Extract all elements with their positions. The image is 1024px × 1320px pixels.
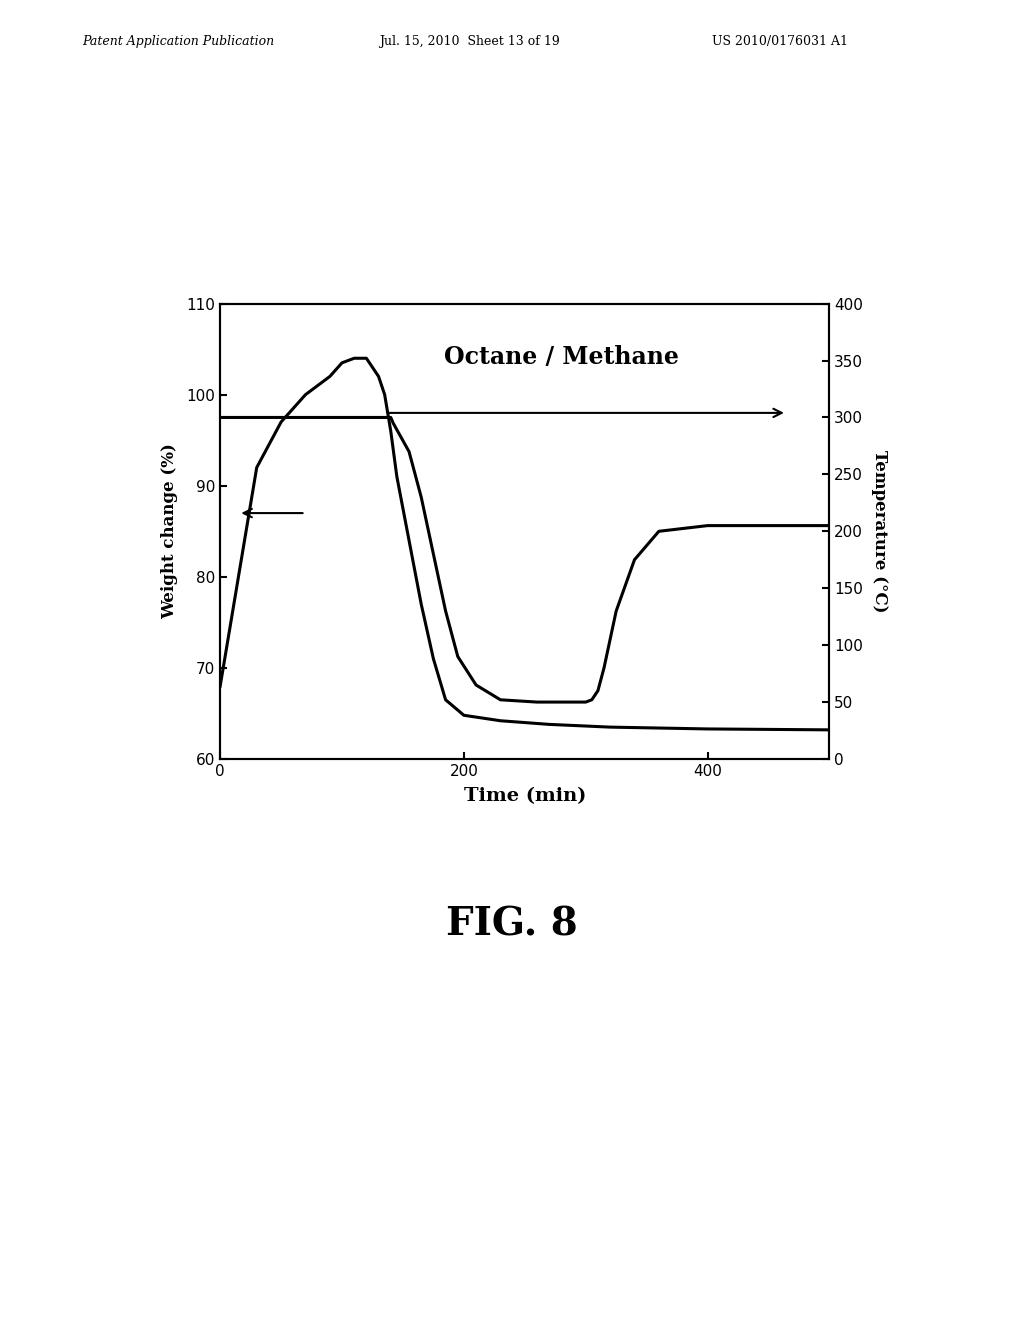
Text: FIG. 8: FIG. 8: [446, 906, 578, 942]
Text: Jul. 15, 2010  Sheet 13 of 19: Jul. 15, 2010 Sheet 13 of 19: [379, 34, 560, 48]
Y-axis label: Weight change (%): Weight change (%): [161, 444, 178, 619]
Text: Patent Application Publication: Patent Application Publication: [82, 34, 274, 48]
Text: Octane / Methane: Octane / Methane: [444, 345, 679, 368]
Y-axis label: Temperature (°C): Temperature (°C): [871, 450, 888, 612]
X-axis label: Time (min): Time (min): [464, 787, 586, 805]
Text: US 2010/0176031 A1: US 2010/0176031 A1: [712, 34, 848, 48]
